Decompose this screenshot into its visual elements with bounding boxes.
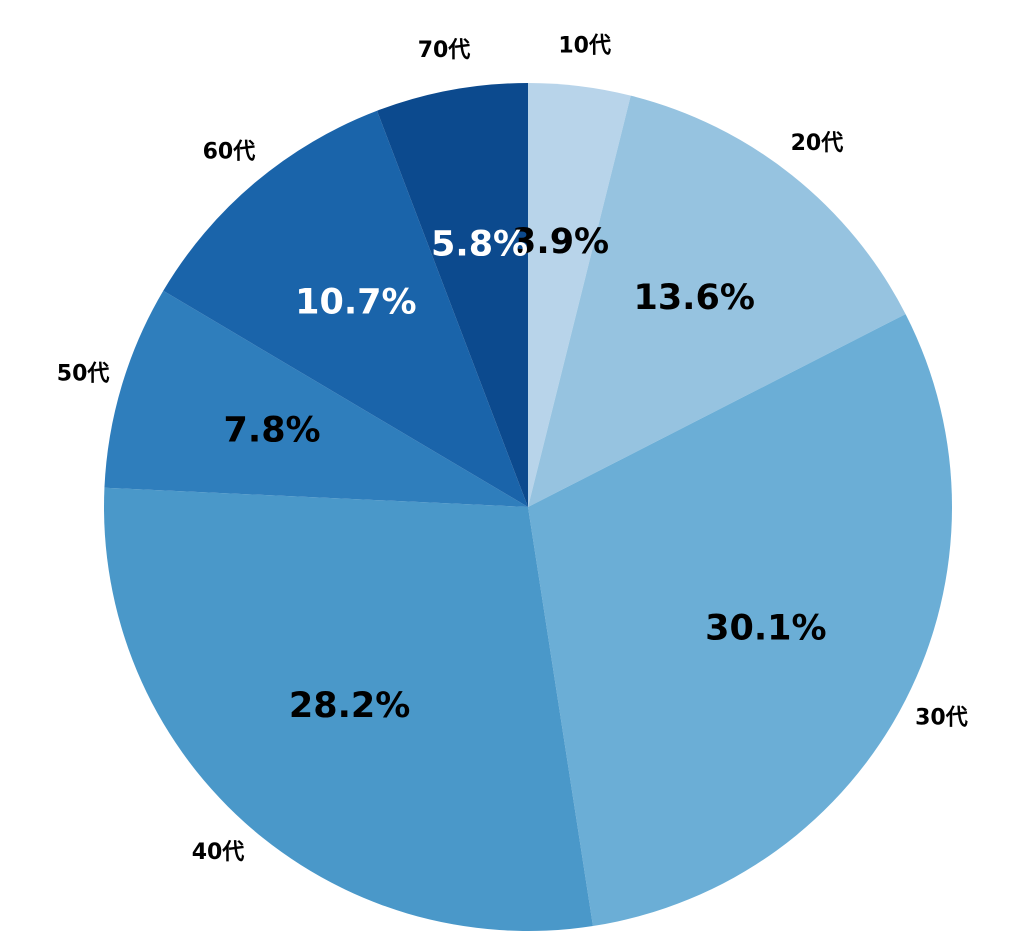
slice-value-label: 13.6% [633,278,754,318]
slice-value-label: 5.8% [431,224,528,264]
pie-slice-7 [377,83,528,507]
slice-value-label: 30.1% [705,609,826,649]
pie-category-labels: 10代 20代 30代 40代 50代 60代 70代 [57,34,968,865]
pie-slice-3 [528,314,953,927]
pie-value-labels: 3.9% 13.6% 30.1% 28.2% 7.8% 10.7% 5.8% [224,222,827,726]
pie-slice-2 [528,95,906,507]
slice-category-label: 70代 [418,38,471,63]
slice-value-label: 28.2% [289,686,410,726]
pie-slice-5 [104,290,528,507]
slice-category-label: 20代 [791,131,844,156]
pie-slice-6 [163,110,528,507]
slice-category-label: 40代 [192,840,245,865]
slice-value-label: 3.9% [512,222,609,262]
slice-category-label: 10代 [558,34,611,59]
pie-slices [104,83,953,932]
slice-category-label: 60代 [203,139,256,164]
slice-category-label: 30代 [915,706,968,731]
slice-value-label: 10.7% [295,283,416,323]
pie-slice-4 [104,487,593,932]
pie-slice-1 [528,83,631,507]
slice-category-label: 50代 [57,362,110,387]
slice-value-label: 7.8% [224,411,321,451]
